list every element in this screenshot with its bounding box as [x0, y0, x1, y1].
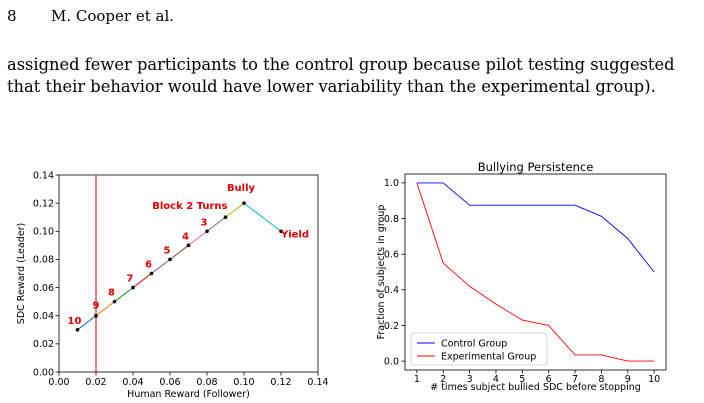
y-tick-label: 0.08: [33, 255, 54, 266]
page-header: 8 M. Cooper et al.: [7, 7, 174, 25]
y-tick-label: 0.06: [33, 283, 54, 294]
series-line: [416, 182, 655, 362]
x-tick-label: 0.08: [196, 377, 217, 388]
y-tick-label: 0.6: [384, 249, 399, 260]
point-label: 9: [93, 301, 100, 312]
x-tick-label: 0.00: [48, 377, 69, 388]
running-title: M. Cooper et al.: [51, 7, 175, 25]
data-point: [205, 229, 209, 234]
y-tick-label: 0.14: [33, 170, 54, 181]
chart-title: Bullying Persistence: [478, 160, 594, 174]
x-tick-label: 0.06: [159, 377, 180, 388]
y-tick-label: 0.10: [33, 227, 54, 238]
y-tick-label: 0.0: [384, 356, 399, 367]
trajectory-segment: [151, 258, 171, 274]
y-tick-label: 0.02: [33, 339, 54, 350]
y-tick-label: 0.8: [384, 214, 399, 225]
x-tick-label: 1: [414, 374, 420, 385]
trajectory-segment: [225, 202, 245, 218]
trajectory-segment: [114, 287, 134, 303]
y-axis-label: Fraction of subjects in group: [376, 205, 387, 340]
series-line: [416, 182, 655, 273]
body-paragraph: assigned fewer participants to the contr…: [7, 54, 702, 98]
x-axis-label: # times subject bullied SDC before stopp…: [430, 382, 641, 393]
legend-box: [410, 332, 548, 366]
x-tick-label: 7: [572, 374, 578, 385]
x-tick-label: 8: [598, 374, 604, 385]
data-point: [279, 229, 283, 234]
point-label: Bully: [227, 183, 256, 194]
point-label: Yield: [280, 229, 309, 240]
point-label: 4: [182, 231, 189, 242]
point-label: Block 2 Turns: [152, 201, 227, 212]
x-tick-label: 0.10: [233, 377, 254, 388]
legend-label: Control Group: [441, 338, 507, 349]
trajectory-segment: [243, 202, 282, 232]
data-point: [94, 313, 98, 318]
y-tick-label: 1.0: [384, 178, 399, 189]
trajectory-segment: [206, 216, 226, 232]
x-tick-label: 9: [625, 374, 631, 385]
x-tick-label: 2: [440, 374, 446, 385]
y-tick-label: 0.04: [33, 311, 54, 322]
point-label: 10: [68, 316, 82, 327]
x-tick-label: 3: [467, 374, 473, 385]
page-number: 8: [7, 7, 17, 25]
x-tick-label: 4: [493, 374, 499, 385]
y-tick-label: 0.4: [384, 285, 399, 296]
x-tick-label: 0.14: [307, 377, 328, 388]
x-axis-label: Human Reward (Follower): [127, 389, 250, 400]
plot-frame: [58, 174, 319, 373]
trajectory-segment: [77, 315, 97, 331]
point-label: 5: [164, 245, 171, 256]
data-point: [149, 271, 154, 276]
y-tick-label: 0.00: [33, 367, 54, 378]
point-label: 7: [127, 274, 134, 285]
x-tick-label: 6: [546, 374, 552, 385]
plot-frame: [404, 173, 667, 371]
data-point: [186, 243, 191, 248]
point-label: 3: [201, 217, 208, 228]
trajectory-segment: [188, 230, 208, 246]
data-point: [75, 327, 80, 332]
x-tick-label: 10: [648, 374, 660, 385]
data-point: [112, 299, 117, 304]
y-tick-label: 0.12: [33, 198, 54, 209]
trajectory-segment: [169, 244, 189, 260]
x-tick-label: 0.04: [122, 377, 143, 388]
data-point: [168, 257, 172, 262]
paragraph-line: that their behavior would have lower var…: [7, 77, 656, 96]
y-tick-label: 0.2: [384, 321, 399, 332]
data-point: [131, 285, 135, 290]
y-axis-label: SDC Reward (Leader): [16, 223, 27, 324]
legend-label: Experimental Group: [441, 351, 536, 362]
point-label: 8: [108, 288, 115, 299]
trajectory-segment: [132, 273, 152, 289]
x-tick-label: 0.12: [270, 377, 291, 388]
data-point: [242, 201, 246, 205]
point-label: 6: [145, 260, 152, 271]
trajectory-segment: [95, 301, 115, 317]
paragraph-line: assigned fewer participants to the contr…: [7, 55, 675, 74]
x-tick-label: 0.02: [85, 377, 106, 388]
data-point: [223, 215, 228, 220]
x-tick-label: 5: [519, 374, 525, 385]
